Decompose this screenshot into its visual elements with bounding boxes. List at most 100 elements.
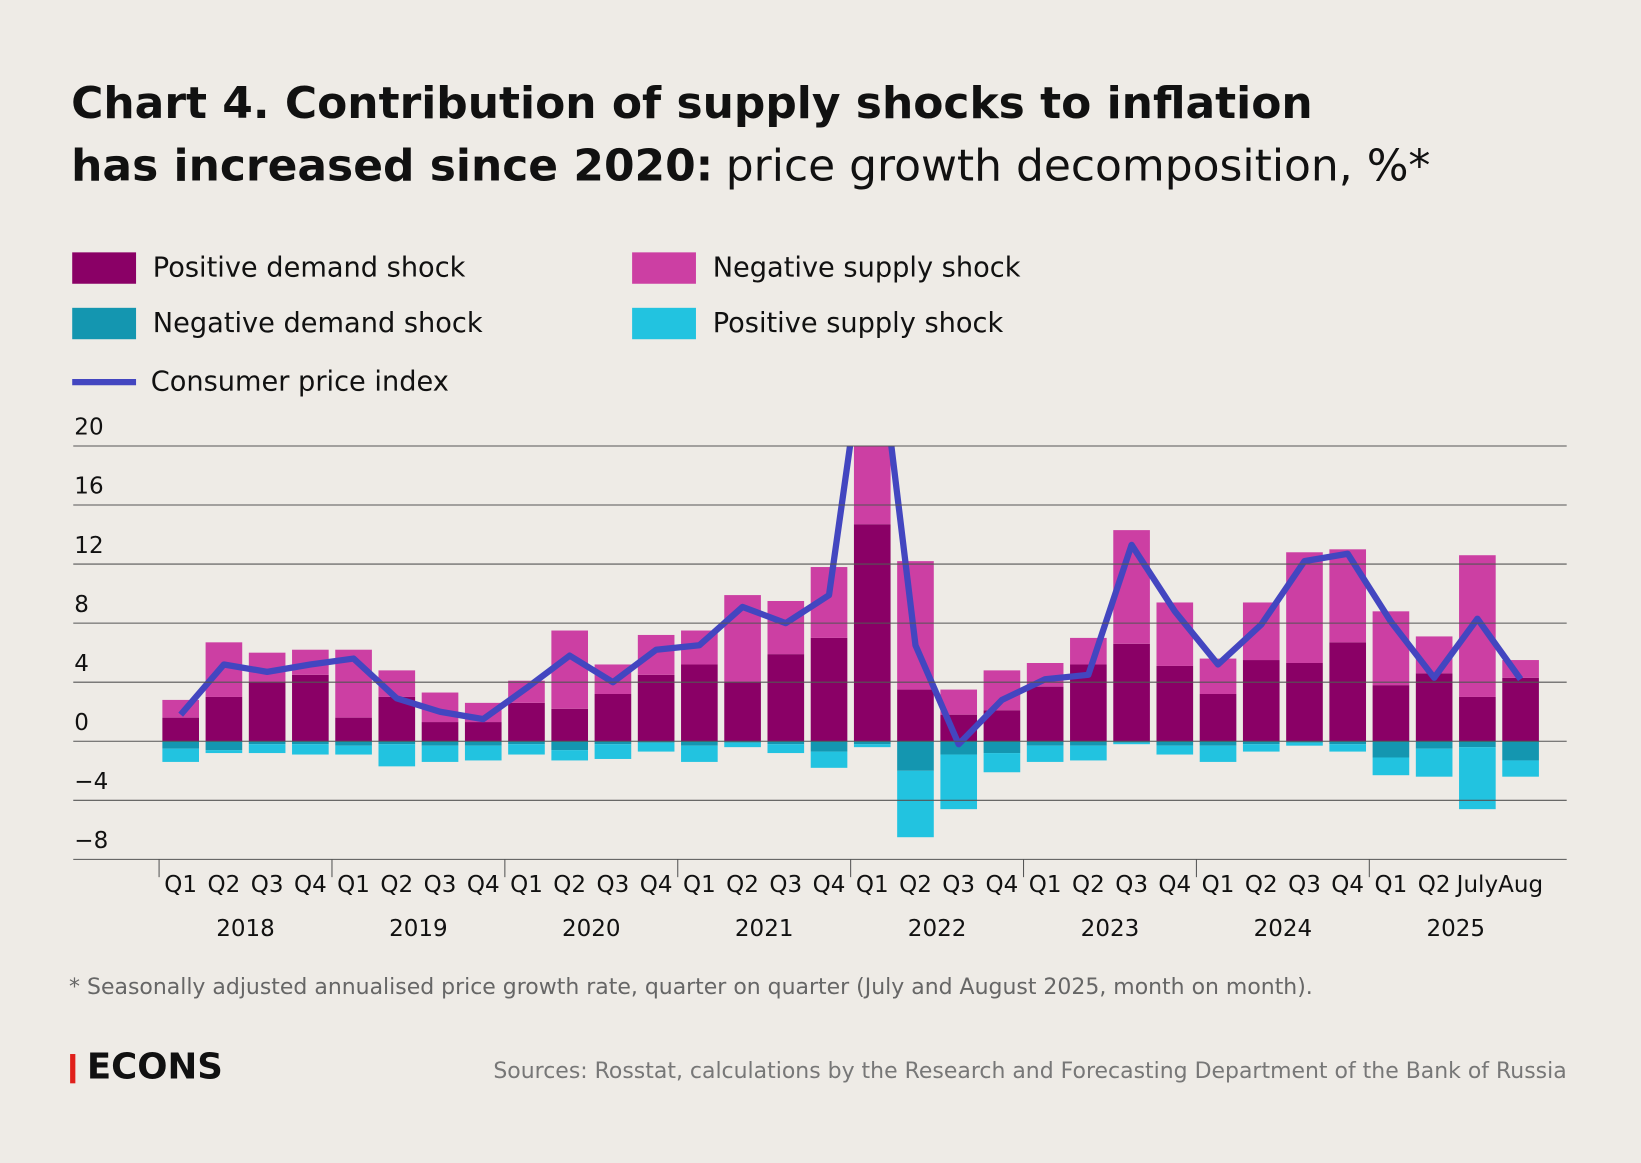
x-tick-label: Q3 bbox=[251, 872, 284, 898]
bar bbox=[940, 754, 978, 810]
year-label: 2025 bbox=[1426, 916, 1485, 942]
x-tick-label: Q4 bbox=[294, 872, 327, 898]
bar bbox=[292, 674, 329, 742]
bar bbox=[637, 742, 675, 752]
bar bbox=[1242, 744, 1280, 752]
x-tick-label: Q2 bbox=[380, 872, 413, 898]
x-tick-label: Q3 bbox=[1115, 872, 1148, 898]
bar bbox=[1199, 745, 1237, 762]
bar bbox=[983, 753, 1021, 773]
y-tick-label: 12 bbox=[74, 533, 103, 559]
bar bbox=[1459, 696, 1496, 742]
legend-label: Negative supply shock bbox=[713, 253, 1021, 284]
x-tick-label: Aug bbox=[1498, 872, 1543, 898]
bar bbox=[897, 741, 934, 771]
y-tick-label: 8 bbox=[74, 592, 89, 618]
bar bbox=[1372, 685, 1410, 742]
bar bbox=[1026, 686, 1064, 742]
x-tick-label: Q3 bbox=[769, 872, 802, 898]
bar bbox=[292, 744, 329, 755]
x-tick-label: Q2 bbox=[1418, 872, 1451, 898]
x-tick-label: Q1 bbox=[164, 872, 197, 898]
bar bbox=[594, 694, 632, 742]
y-tick-label: 0 bbox=[74, 710, 89, 736]
bar bbox=[162, 748, 200, 762]
bar bbox=[724, 741, 761, 743]
bar bbox=[1113, 741, 1150, 743]
bar bbox=[1502, 677, 1539, 742]
chart-title: Chart 4. Contribution of supply shocks t… bbox=[71, 78, 1313, 129]
bar bbox=[464, 741, 502, 746]
year-label: 2018 bbox=[216, 916, 275, 942]
bar bbox=[1156, 745, 1194, 755]
x-tick-label: Q1 bbox=[337, 872, 370, 898]
y-tick-label: −8 bbox=[74, 828, 108, 854]
x-tick-label: Q3 bbox=[942, 872, 975, 898]
bar bbox=[1070, 741, 1107, 746]
bar bbox=[810, 751, 848, 768]
bar bbox=[853, 445, 891, 525]
bar bbox=[508, 741, 545, 745]
legend-swatch bbox=[632, 307, 696, 340]
bar bbox=[1459, 741, 1496, 748]
bar bbox=[983, 741, 1021, 754]
x-tick-label: Q1 bbox=[683, 872, 716, 898]
bar bbox=[335, 745, 372, 755]
legend-label: Negative demand shock bbox=[153, 308, 483, 339]
bar bbox=[681, 745, 718, 762]
bar bbox=[1113, 742, 1150, 745]
bar bbox=[1415, 741, 1453, 749]
bar bbox=[1329, 741, 1367, 745]
bar bbox=[248, 741, 286, 745]
bar bbox=[594, 741, 632, 745]
bar bbox=[508, 702, 545, 742]
x-tick-label: Q4 bbox=[813, 872, 846, 898]
x-tick-label: Q4 bbox=[1158, 872, 1191, 898]
plot-area bbox=[162, 445, 1539, 838]
bar bbox=[767, 600, 805, 655]
bar bbox=[1026, 741, 1064, 746]
bar bbox=[205, 741, 243, 751]
x-tick-label: July bbox=[1455, 872, 1498, 898]
bar bbox=[767, 744, 805, 754]
bar bbox=[594, 744, 632, 759]
x-tick-label: Q2 bbox=[1072, 872, 1105, 898]
legend-label: Positive supply shock bbox=[713, 308, 1004, 339]
bar bbox=[551, 741, 589, 751]
bar bbox=[853, 741, 891, 745]
source: Sources: Rosstat, calculations by the Re… bbox=[493, 1059, 1566, 1084]
bar bbox=[1286, 741, 1323, 743]
bar bbox=[767, 741, 805, 745]
bar bbox=[1242, 741, 1280, 745]
bar bbox=[1415, 748, 1453, 777]
chart-title: has increased since 2020: bbox=[71, 141, 713, 192]
bar bbox=[724, 742, 761, 748]
x-tick-label: Q1 bbox=[1029, 872, 1062, 898]
bar bbox=[421, 741, 459, 746]
legend-swatch bbox=[72, 252, 137, 284]
bar bbox=[292, 741, 329, 745]
x-tick-label: Q4 bbox=[986, 872, 1019, 898]
bar bbox=[637, 674, 675, 742]
y-tick-label: 16 bbox=[74, 474, 103, 500]
y-tick-label: −4 bbox=[74, 769, 108, 795]
x-tick-label: Q1 bbox=[1202, 872, 1235, 898]
bar bbox=[162, 741, 200, 749]
bar bbox=[1372, 741, 1410, 758]
bar bbox=[378, 741, 416, 745]
bar bbox=[1156, 665, 1194, 742]
legend-swatch bbox=[72, 307, 137, 340]
bar bbox=[853, 744, 891, 748]
bar bbox=[248, 682, 286, 742]
bar bbox=[248, 744, 286, 754]
bar bbox=[897, 689, 934, 742]
bar bbox=[1415, 636, 1453, 674]
bar bbox=[378, 744, 416, 767]
bar bbox=[551, 630, 589, 709]
x-tick-label: Q3 bbox=[424, 872, 457, 898]
bar bbox=[1502, 760, 1539, 777]
bar bbox=[464, 722, 502, 742]
x-tick-label: Q4 bbox=[1331, 872, 1364, 898]
bar bbox=[637, 634, 675, 675]
x-tick-label: Q3 bbox=[597, 872, 630, 898]
